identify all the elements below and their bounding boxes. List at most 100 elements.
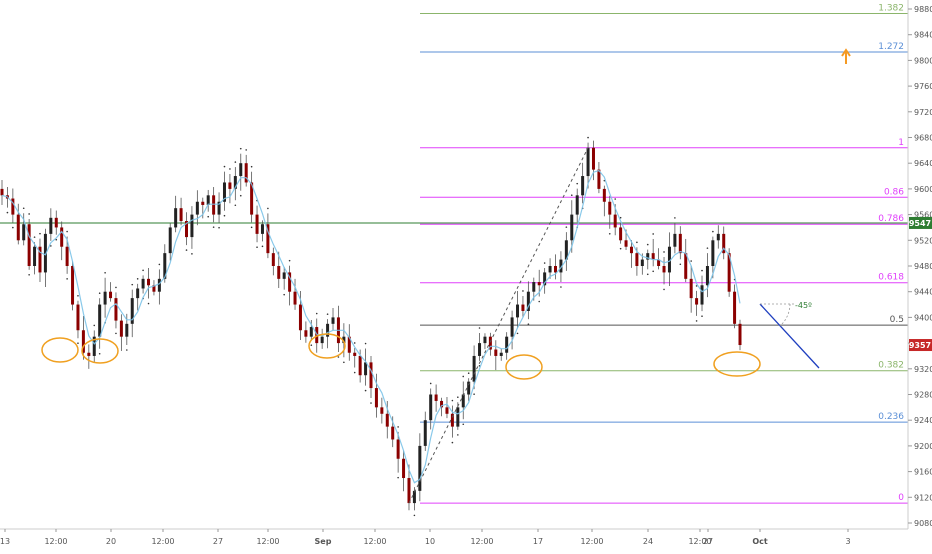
candle-body [575, 195, 579, 215]
candle-body [423, 420, 427, 446]
candle-body [716, 233, 720, 241]
y-tick-label: 9840 [914, 31, 932, 40]
candle-body [505, 336, 509, 353]
fractal-dot [98, 352, 101, 355]
y-tick-label: 9520 [914, 236, 932, 245]
candle-body [293, 291, 297, 305]
candle-body [581, 176, 585, 196]
angle-arc [779, 303, 791, 327]
last-price-label: 9357 [909, 341, 931, 350]
fractal-dot [223, 165, 226, 168]
candle-body [554, 266, 557, 273]
candle-body [445, 407, 449, 414]
candle-body [157, 278, 161, 292]
fractal-dot [256, 246, 258, 249]
candle-body [331, 317, 335, 324]
x-tick-label: 12:00 [688, 537, 711, 546]
candle-body [298, 304, 302, 331]
candle-body [260, 224, 264, 234]
fractal-dot [6, 211, 9, 214]
candle-body [510, 317, 514, 337]
x-tick-label: 12:00 [470, 537, 493, 546]
candle-body [358, 355, 362, 376]
fractal-dot [288, 259, 291, 262]
fractal-dot [22, 207, 25, 210]
candle-body [412, 490, 416, 504]
trend-line [408, 147, 589, 504]
candle-body [92, 336, 96, 356]
fib-label: 0.618 [878, 273, 904, 283]
fractal-dot [663, 288, 665, 291]
fractal-dot [353, 371, 356, 374]
fractal-dot [570, 194, 573, 197]
candle-body [76, 304, 80, 331]
candle-body [27, 224, 31, 266]
fractal-dot [646, 243, 649, 246]
fractal-dot [39, 232, 41, 235]
candle-body [488, 336, 492, 350]
candle-body [678, 233, 682, 254]
candle-body [591, 147, 595, 170]
candle-body [103, 291, 107, 305]
fractal-dot [104, 271, 106, 274]
fractal-dot [706, 247, 709, 249]
candle-body [43, 233, 47, 273]
y-tick-label: 9080 [914, 519, 932, 528]
last-price-tag [909, 339, 932, 352]
candle-body [705, 266, 709, 286]
y-tick-label: 9480 [914, 262, 932, 271]
y-tick-label: 9600 [914, 185, 932, 194]
candle-body [271, 253, 275, 266]
fib-label: 0.236 [878, 412, 904, 422]
candle-body [434, 394, 438, 401]
candle-body [233, 176, 237, 189]
candle-body [478, 343, 482, 356]
fractal-dot [250, 165, 253, 168]
fractal-dot [147, 302, 150, 305]
candle-body [288, 272, 292, 292]
fractal-dot [576, 182, 579, 185]
candle-body [586, 147, 590, 177]
fractal-dot [77, 294, 79, 297]
fractal-dot [337, 356, 340, 358]
fractal-dot [33, 236, 36, 238]
candle-body [635, 253, 639, 266]
y-tick-label: 9240 [914, 416, 932, 425]
fractal-dot [343, 361, 345, 364]
candle-body [130, 298, 134, 324]
candle-body [613, 214, 617, 228]
candle-body [440, 400, 444, 408]
candle-body [228, 182, 232, 189]
candle-body [320, 336, 324, 344]
fib-label: 1.272 [878, 42, 904, 52]
candle-body [244, 163, 248, 183]
candle-body [619, 227, 623, 241]
candle-body [516, 304, 520, 318]
fib-label: 0 [898, 493, 904, 503]
candle-body [152, 285, 156, 292]
candle-body [16, 214, 20, 241]
candle-body [450, 413, 454, 427]
fractal-dot [131, 283, 134, 286]
fractal-dot [55, 238, 58, 241]
highlight-ellipse [505, 354, 543, 380]
candle-body [195, 201, 199, 215]
y-tick-label: 9640 [914, 159, 932, 168]
candle-body [461, 394, 465, 408]
fractal-dot [93, 324, 96, 327]
fractal-dot [619, 216, 622, 219]
up-arrow-head [841, 48, 851, 57]
fractal-dot [679, 263, 682, 266]
candle-body [206, 195, 210, 205]
fractal-dot [50, 245, 52, 247]
candle-body [499, 352, 503, 356]
fractal-dot [652, 233, 654, 235]
fractal-dot [701, 315, 703, 317]
x-tick-label: Oct [752, 537, 768, 546]
fractal-dot [66, 278, 68, 280]
candle-body [624, 240, 628, 247]
x-tick-label: 12:00 [151, 537, 174, 546]
